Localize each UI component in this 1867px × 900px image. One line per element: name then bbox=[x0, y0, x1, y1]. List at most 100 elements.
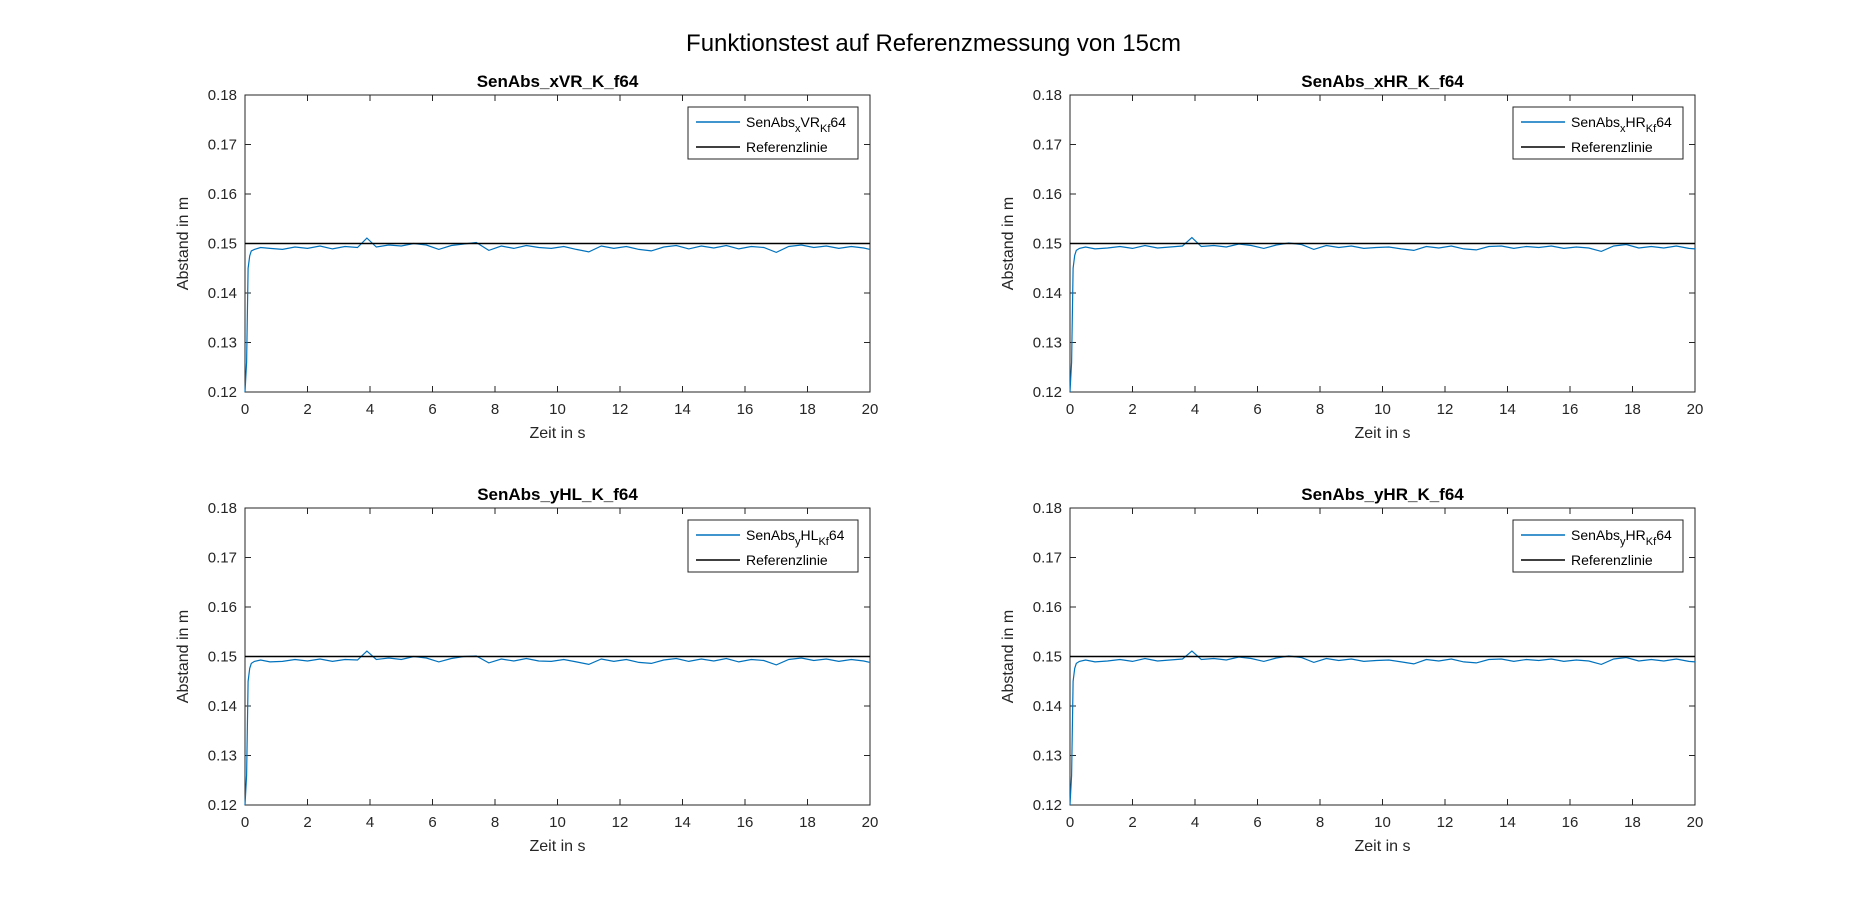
x-tick-label: 2 bbox=[1128, 401, 1136, 418]
x-tick-label: 8 bbox=[491, 401, 499, 418]
chart-svg: SenAbs_yHR_K_f64 0 2 4 6 8 10 12 14 16 18 20 0.12 0.1… bbox=[1000, 485, 1704, 855]
x-tick-label: 14 bbox=[1499, 814, 1516, 831]
x-tick-label: 2 bbox=[1128, 814, 1136, 831]
y-axis-label: Abstand in m bbox=[1000, 197, 1017, 290]
x-tick-label: 2 bbox=[303, 814, 311, 831]
y-axis-label: Abstand in m bbox=[175, 197, 192, 290]
x-tick-label: 4 bbox=[1191, 814, 1199, 831]
x-tick-label: 18 bbox=[1624, 814, 1641, 831]
subplot-xvr: SenAbs_xVR_K_f64 0 2 4 6 8 10 12 14 16 18 20 0.12 0.1… bbox=[170, 70, 890, 450]
y-tick-label: 0.14 bbox=[208, 285, 237, 302]
legend-text-part: x bbox=[795, 123, 801, 135]
x-tick-label: 8 bbox=[1316, 401, 1324, 418]
legend-entry-label: Referenzlinie bbox=[1571, 552, 1653, 568]
y-tick-label: 0.18 bbox=[208, 87, 237, 104]
x-tick-label: 16 bbox=[1562, 401, 1579, 418]
legend-text-part: y bbox=[795, 536, 801, 548]
x-tick-label: 10 bbox=[1374, 401, 1391, 418]
x-tick-label: 16 bbox=[737, 401, 754, 418]
y-tick-label: 0.14 bbox=[1033, 285, 1062, 302]
sensor-series-line bbox=[1069, 650, 1696, 806]
x-axis-label: Zeit in s bbox=[1354, 425, 1410, 442]
y-tick-label: 0.16 bbox=[208, 186, 237, 203]
legend-text-part: Kf bbox=[818, 536, 829, 548]
legend-entry-label: Referenzlinie bbox=[746, 552, 828, 568]
legend-entry-label: Referenzlinie bbox=[1571, 139, 1653, 155]
legend: SenAbsyHRKf64 Referenzlinie bbox=[1512, 519, 1684, 573]
legend-entry-label: SenAbsyHLKf64 bbox=[746, 527, 845, 548]
legend-text-part: SenAbs bbox=[1571, 527, 1620, 543]
subplot-yhr: SenAbs_yHR_K_f64 0 2 4 6 8 10 12 14 16 18 20 0.12 0.1… bbox=[995, 483, 1715, 863]
y-tick-label: 0.15 bbox=[1033, 649, 1062, 666]
x-tick-label: 20 bbox=[1687, 401, 1704, 418]
legend-text-part: SenAbs bbox=[746, 114, 795, 130]
y-tick-label: 0.13 bbox=[208, 748, 237, 765]
x-axis-label: Zeit in s bbox=[1354, 838, 1410, 855]
y-tick-label: 0.18 bbox=[208, 500, 237, 517]
x-axis-label: Zeit in s bbox=[529, 425, 585, 442]
figure-title: Funktionstest auf Referenzmessung von 15… bbox=[686, 30, 1181, 57]
y-tick-label: 0.12 bbox=[208, 797, 237, 814]
legend-entry-label: SenAbsxHRKf64 bbox=[1571, 114, 1672, 135]
legend-text-part: Kf bbox=[820, 123, 831, 135]
x-tick-label: 16 bbox=[1562, 814, 1579, 831]
legend: SenAbsyHLKf64 Referenzlinie bbox=[687, 519, 859, 573]
y-tick-label: 0.15 bbox=[208, 649, 237, 666]
chart-svg: SenAbs_xVR_K_f64 0 2 4 6 8 10 12 14 16 18 20 0.12 0.1… bbox=[175, 72, 879, 442]
chart-svg: SenAbs_xHR_K_f64 0 2 4 6 8 10 12 14 16 18 20 0.12 0.1… bbox=[1000, 72, 1704, 442]
legend-entry-label: Referenzlinie bbox=[746, 139, 828, 155]
y-axis-label: Abstand in m bbox=[1000, 610, 1017, 703]
legend-box bbox=[687, 519, 859, 573]
y-tick-label: 0.16 bbox=[1033, 186, 1062, 203]
x-tick-label: 12 bbox=[1437, 814, 1454, 831]
x-tick-label: 6 bbox=[428, 401, 436, 418]
subplot-xhr: SenAbs_xHR_K_f64 0 2 4 6 8 10 12 14 16 18 20 0.12 0.1… bbox=[995, 70, 1715, 450]
x-tick-label: 12 bbox=[612, 814, 629, 831]
legend-text-part: HR bbox=[1626, 527, 1646, 543]
x-tick-label: 6 bbox=[1253, 401, 1261, 418]
x-tick-label: 0 bbox=[241, 401, 249, 418]
x-tick-label: 12 bbox=[1437, 401, 1454, 418]
x-tick-label: 10 bbox=[549, 814, 566, 831]
legend-text-part: HL bbox=[801, 527, 819, 543]
axes-title: SenAbs_xVR_K_f64 bbox=[477, 72, 639, 91]
x-tick-label: 20 bbox=[1687, 814, 1704, 831]
x-tick-label: 20 bbox=[862, 401, 879, 418]
legend-box bbox=[1512, 519, 1684, 573]
chart-svg: SenAbs_yHL_K_f64 0 2 4 6 8 10 12 14 16 18 20 0.12 0.1… bbox=[175, 485, 879, 855]
y-tick-label: 0.14 bbox=[1033, 698, 1062, 715]
y-tick-label: 0.18 bbox=[1033, 500, 1062, 517]
legend-text-part: 64 bbox=[1656, 114, 1672, 130]
legend-text-part: x bbox=[1620, 123, 1626, 135]
legend-box bbox=[1512, 106, 1684, 160]
x-tick-label: 8 bbox=[491, 814, 499, 831]
legend-text-part: 64 bbox=[829, 527, 845, 543]
x-tick-label: 10 bbox=[549, 401, 566, 418]
y-tick-label: 0.13 bbox=[1033, 335, 1062, 352]
x-tick-label: 10 bbox=[1374, 814, 1391, 831]
axes-title: SenAbs_yHR_K_f64 bbox=[1301, 485, 1464, 504]
legend-text-part: Kf bbox=[1646, 123, 1657, 135]
y-tick-label: 0.17 bbox=[208, 550, 237, 567]
x-tick-label: 2 bbox=[303, 401, 311, 418]
y-tick-label: 0.18 bbox=[1033, 87, 1062, 104]
axes-title: SenAbs_xHR_K_f64 bbox=[1301, 72, 1464, 91]
x-tick-label: 16 bbox=[737, 814, 754, 831]
x-tick-label: 18 bbox=[1624, 401, 1641, 418]
y-axis-label: Abstand in m bbox=[175, 610, 192, 703]
legend-text-part: VR bbox=[801, 114, 820, 130]
x-tick-label: 12 bbox=[612, 401, 629, 418]
legend-text-part: SenAbs bbox=[1571, 114, 1620, 130]
legend-text-part: HR bbox=[1626, 114, 1646, 130]
sensor-series-line bbox=[1069, 236, 1696, 393]
x-tick-label: 20 bbox=[862, 814, 879, 831]
legend-entry-label: SenAbsyHRKf64 bbox=[1571, 527, 1672, 548]
y-tick-label: 0.17 bbox=[1033, 550, 1062, 567]
x-tick-label: 18 bbox=[799, 814, 816, 831]
x-tick-label: 0 bbox=[1066, 814, 1074, 831]
x-tick-label: 4 bbox=[1191, 401, 1199, 418]
y-tick-label: 0.16 bbox=[208, 599, 237, 616]
x-tick-label: 8 bbox=[1316, 814, 1324, 831]
y-tick-label: 0.16 bbox=[1033, 599, 1062, 616]
